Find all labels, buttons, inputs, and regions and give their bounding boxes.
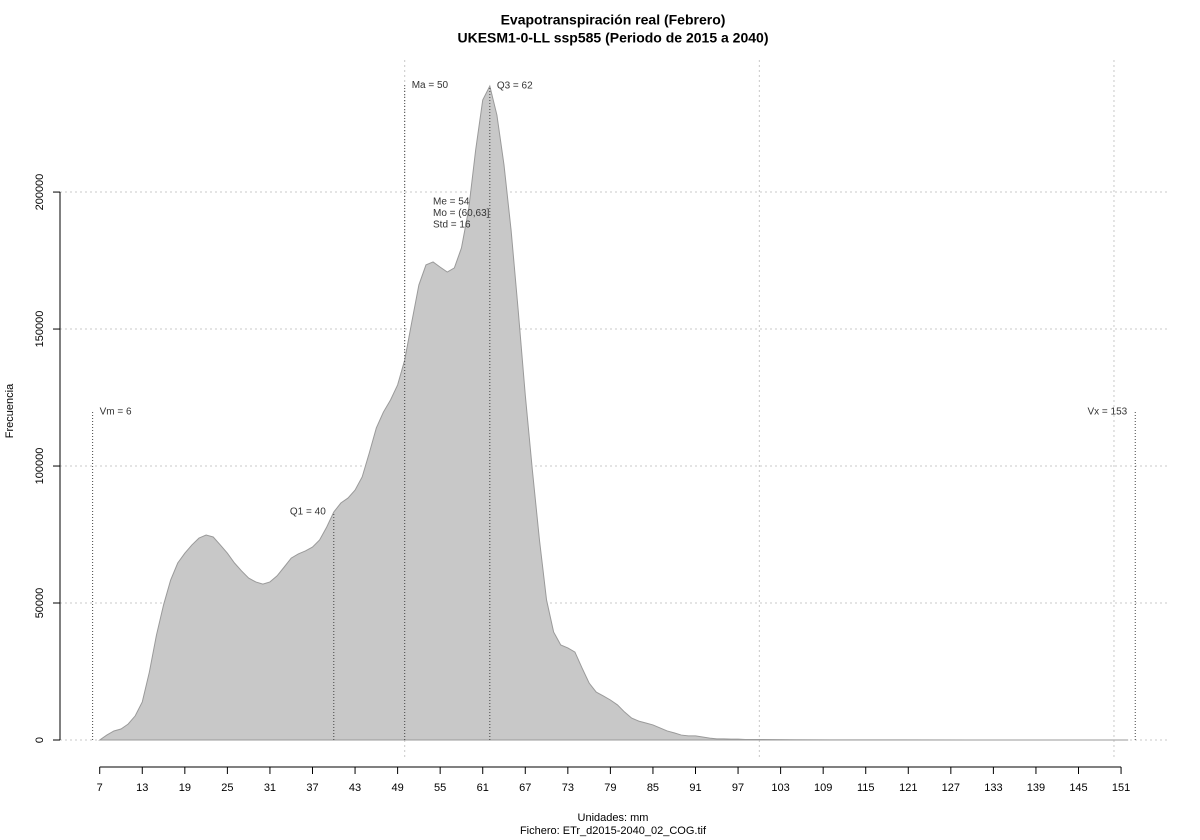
y-tick-label: 50000 (34, 588, 46, 619)
x-tick-label: 79 (604, 782, 616, 794)
x-tick-label: 103 (771, 782, 789, 794)
x-tick-label: 85 (647, 782, 659, 794)
x-tick-label: 121 (899, 782, 917, 794)
stat-label: Me = 54 (433, 197, 470, 208)
x-tick-label: 49 (391, 782, 403, 794)
x-tick-label: 97 (732, 782, 744, 794)
x-tick-label: 25 (221, 782, 233, 794)
x-tick-label: 139 (1027, 782, 1045, 794)
y-tick-label: 150000 (34, 311, 46, 348)
stat-label: Std = 16 (433, 220, 471, 231)
chart-subtitle: UKESM1-0-LL ssp585 (Periodo de 2015 a 20… (458, 30, 769, 46)
x-tick-label: 115 (857, 782, 875, 794)
marker-label: Vx = 153 (1087, 407, 1127, 418)
x-tick-label: 151 (1112, 782, 1130, 794)
x-tick-label: 55 (434, 782, 446, 794)
x-tick-label: 127 (942, 782, 960, 794)
marker-label: Vm = 6 (100, 407, 132, 418)
x-tick-label: 37 (306, 782, 318, 794)
caption: Fichero: ETr_d2015-2040_02_COG.tif (520, 825, 707, 837)
y-axis-label: Frecuencia (4, 383, 16, 438)
y-tick-label: 0 (34, 737, 46, 743)
y-tick-label: 200000 (34, 174, 46, 211)
x-tick-label: 7 (97, 782, 103, 794)
x-tick-label: 19 (179, 782, 191, 794)
x-axis-label: Unidades: mm (578, 812, 649, 824)
x-tick-label: 91 (689, 782, 701, 794)
x-tick-label: 61 (477, 782, 489, 794)
y-tick-label: 100000 (34, 448, 46, 485)
x-tick-label: 73 (562, 782, 574, 794)
density-area (98, 84, 1129, 741)
x-tick-label: 109 (814, 782, 832, 794)
marker-label: Q3 = 62 (497, 81, 533, 92)
x-tick-label: 31 (264, 782, 276, 794)
marker-label: Ma = 50 (412, 80, 449, 91)
stat-label: Mo = (60,63] (433, 208, 490, 219)
x-tick-label: 13 (136, 782, 148, 794)
x-tick-label: 145 (1069, 782, 1087, 794)
chart-title: Evapotranspiración real (Febrero) (501, 12, 726, 28)
x-tick-label: 67 (519, 782, 531, 794)
marker-label: Q1 = 40 (290, 507, 326, 518)
x-tick-label: 43 (349, 782, 361, 794)
x-tick-label: 133 (984, 782, 1002, 794)
